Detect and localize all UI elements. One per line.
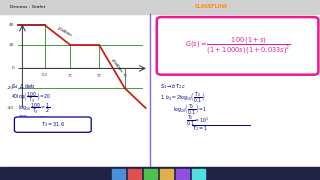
Bar [128, 169, 141, 179]
Bar [176, 169, 189, 179]
Text: 0.1: 0.1 [42, 73, 48, 77]
Text: $G(s) = \dfrac{100\,(1+s)}{(1+1000s)\,(1+0.033s)^2}$: $G(s) = \dfrac{100\,(1+s)}{(1+1000s)\,(1… [185, 36, 291, 56]
Bar [0, 0, 320, 14]
Text: 20: 20 [9, 43, 14, 47]
Text: $T_2$: $T_2$ [96, 73, 102, 80]
Bar [0, 14, 150, 167]
Text: -40dB/dec: -40dB/dec [110, 58, 124, 74]
Text: $S_3 \to b\,T_2\,c$: $S_3 \to b\,T_2\,c$ [160, 82, 187, 91]
Text: $T_3 = 31.6$: $T_3 = 31.6$ [41, 120, 65, 129]
Text: 40: 40 [9, 23, 14, 27]
Text: CLASSFLOW: CLASSFLOW [195, 4, 228, 9]
Bar [112, 169, 125, 179]
FancyBboxPatch shape [14, 117, 91, 132]
Text: $T_2 = 1$: $T_2 = 1$ [192, 125, 208, 133]
Text: $\dfrac{100}{T_3}=10^{1/2}$: $\dfrac{100}{T_3}=10^{1/2}$ [18, 113, 45, 128]
Text: $40\log\!\left(\dfrac{100}{T_3}\right)\!=\!20$: $40\log\!\left(\dfrac{100}{T_3}\right)\!… [11, 91, 51, 105]
Text: -40: -40 [7, 106, 14, 110]
Text: $T_3$: $T_3$ [122, 73, 128, 80]
Text: -20dB/dec: -20dB/dec [56, 26, 73, 38]
Bar [160, 169, 173, 179]
Bar [150, 14, 320, 167]
Bar [0, 167, 320, 180]
Text: 0: 0 [12, 66, 14, 70]
Text: $\log_{10}\!\left(\dfrac{T_2}{0.1}\right)\!=\!1$: $\log_{10}\!\left(\dfrac{T_2}{0.1}\right… [173, 103, 206, 117]
Text: $\dfrac{T_2}{0.1}=10^1$: $\dfrac{T_2}{0.1}=10^1$ [186, 114, 209, 128]
Bar [144, 169, 157, 179]
Text: -20: -20 [7, 86, 14, 90]
Text: Desmos - Grafer: Desmos - Grafer [10, 5, 45, 9]
FancyBboxPatch shape [157, 17, 318, 75]
Text: $\log_{10}\dfrac{100}{T_3}=\dfrac{1}{2}$: $\log_{10}\dfrac{100}{T_3}=\dfrac{1}{2}$ [18, 102, 50, 116]
Text: $T_1$: $T_1$ [67, 73, 74, 80]
Text: $1.b_3 = 2\log_{10}\!\left(\dfrac{T_2}{0.1}\right)$: $1.b_3 = 2\log_{10}\!\left(\dfrac{T_2}{0… [160, 91, 205, 105]
Text: $S_4$  $\Delta$ deb: $S_4$ $\Delta$ deb [11, 82, 36, 91]
Bar [192, 169, 205, 179]
